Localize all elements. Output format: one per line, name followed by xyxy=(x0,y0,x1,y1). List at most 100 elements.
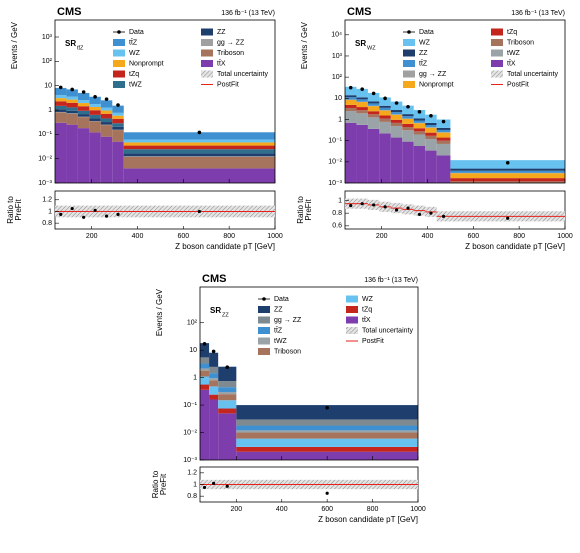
legend-swatch xyxy=(491,60,503,67)
ratio-point xyxy=(383,205,387,209)
stack-segment xyxy=(413,145,426,183)
legend-swatch xyxy=(201,28,213,36)
stack-segment xyxy=(66,102,78,108)
stack-segment xyxy=(209,394,219,400)
stack-segment xyxy=(379,105,391,108)
stack-segment xyxy=(123,153,275,157)
ratio-point xyxy=(197,209,201,214)
stack-segment xyxy=(390,126,403,138)
x-axis-label: Z boson candidate pT [GeV] xyxy=(175,242,275,251)
y-tick-label: 10³ xyxy=(42,34,53,41)
stack-segment xyxy=(402,127,414,131)
stack-segment xyxy=(356,97,368,100)
stack-segment xyxy=(66,89,78,97)
stack-segment xyxy=(89,110,101,115)
ratio-y-label: PreFit xyxy=(304,199,313,221)
stack-segment xyxy=(379,121,391,134)
region-sub-label: tt̄Z xyxy=(77,45,84,52)
x-tick-label: 600 xyxy=(467,233,479,240)
cms-label: CMS xyxy=(57,6,81,18)
stack-segment xyxy=(112,105,124,113)
y-tick-label: 10⁻¹ xyxy=(328,138,342,145)
legend-label: Total uncertainty xyxy=(217,71,268,78)
region-label: SR xyxy=(355,39,366,48)
y-axis-label: Events / GeV xyxy=(10,21,19,69)
stack-segment xyxy=(89,106,101,111)
legend-swatch xyxy=(258,316,270,324)
y-tick-label: 10⁻² xyxy=(328,159,342,166)
stack-segment xyxy=(200,376,210,385)
stack-segment xyxy=(66,96,78,100)
data-point xyxy=(406,104,410,109)
data-point xyxy=(93,94,97,99)
stack-segment xyxy=(450,173,565,179)
stack-segment xyxy=(218,408,237,414)
stack-segment xyxy=(413,123,426,129)
stack-segment xyxy=(436,137,451,141)
plot-frame xyxy=(344,19,566,184)
stack-segment xyxy=(55,109,67,112)
ratio-y-tick-label: 0.8 xyxy=(332,210,342,217)
y-tick-label: 10⁻¹ xyxy=(183,402,197,409)
stack-segment xyxy=(436,127,451,130)
stack-segment xyxy=(66,124,78,183)
stack-segment xyxy=(89,121,101,133)
ratio-y-tick-label: 1 xyxy=(193,481,197,488)
legend-swatch xyxy=(346,327,358,334)
legend-label: tWZ xyxy=(129,81,143,88)
stack-segment xyxy=(123,139,275,143)
stack-segment xyxy=(218,387,237,392)
cms-label: CMS xyxy=(347,6,371,18)
stack-segment xyxy=(436,132,451,138)
legend-marker xyxy=(117,30,121,34)
stack-segment xyxy=(218,366,237,382)
legend-label: tt̄Z xyxy=(419,59,428,67)
ratio-point xyxy=(441,214,446,218)
stack-segment xyxy=(200,357,210,364)
legend-label: tWZ xyxy=(507,50,521,57)
stack-segment xyxy=(345,95,357,98)
legend-swatch xyxy=(201,49,213,57)
ratio-y-label: Ratio to xyxy=(6,196,15,224)
y-tick-label: 10 xyxy=(334,95,342,102)
legend-label: tZq xyxy=(362,306,372,313)
ratio-y-tick-label: 1 xyxy=(338,197,342,204)
x-tick-label: 600 xyxy=(177,233,189,240)
legend-swatch xyxy=(346,295,358,303)
legend-label: Data xyxy=(274,296,289,303)
y-tick-label: 10⁻² xyxy=(183,429,197,436)
stack-segment xyxy=(66,110,78,114)
stack-segment xyxy=(66,107,78,111)
y-axis-label: Events / GeV xyxy=(155,288,164,336)
legend-label: WZ xyxy=(362,296,374,303)
stack-segment xyxy=(402,118,414,124)
ratio-point xyxy=(506,216,510,220)
legend-label: Total uncertainty xyxy=(507,71,558,78)
stack-segment xyxy=(112,123,124,127)
stack-segment xyxy=(89,132,101,183)
legend-label: Triboson xyxy=(274,348,301,355)
legend-swatch xyxy=(258,348,270,355)
stack-segment xyxy=(436,119,451,128)
stack-segment xyxy=(89,96,101,105)
ratio-point xyxy=(104,214,109,218)
ratio-y-tick-label: 0.6 xyxy=(332,223,342,230)
stack-segment xyxy=(402,116,414,119)
ratio-point xyxy=(325,491,329,495)
data-point xyxy=(70,87,74,92)
legend-swatch xyxy=(113,49,125,57)
stack-segment xyxy=(436,129,451,133)
stack-segment xyxy=(100,125,113,137)
stack-segment xyxy=(236,430,418,433)
region-label: SR xyxy=(65,39,76,48)
ratio-point xyxy=(417,212,422,217)
stack-segment xyxy=(112,112,124,116)
stack-segment xyxy=(236,425,418,431)
stack-segment xyxy=(425,127,437,133)
stack-segment xyxy=(77,103,90,107)
stack-segment xyxy=(390,137,403,183)
x-tick-label: 600 xyxy=(321,506,333,513)
data-point xyxy=(394,101,399,105)
x-tick-label: 200 xyxy=(230,506,242,513)
y-tick-label: 10⁻³ xyxy=(328,180,342,187)
